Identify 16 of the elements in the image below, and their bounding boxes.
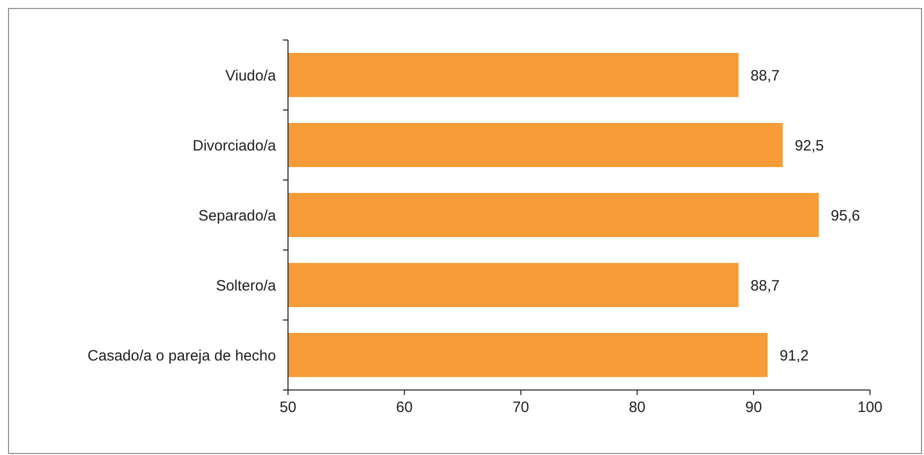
y-tick-label: Separado/a	[198, 207, 277, 224]
x-tick-label: 50	[280, 399, 296, 416]
y-tick-label: Casado/a o pareja de hecho	[88, 347, 276, 364]
x-tick-label: 70	[512, 399, 530, 416]
x-tick-label: 90	[745, 399, 762, 416]
data-label: 88,7	[750, 67, 780, 84]
y-tick-label: Viudo/a	[225, 67, 277, 84]
x-tick-label: 100	[857, 399, 883, 416]
data-label: 92,5	[794, 137, 824, 154]
x-tick-label: 80	[628, 399, 646, 416]
y-tick-label: Divorciado/a	[192, 137, 277, 154]
data-label: 91,2	[780, 347, 809, 364]
x-tick-label: 60	[396, 399, 413, 416]
data-label: 88,7	[750, 277, 780, 294]
y-tick-label: Soltero/a	[216, 277, 277, 294]
data-label: 95,6	[830, 207, 860, 224]
